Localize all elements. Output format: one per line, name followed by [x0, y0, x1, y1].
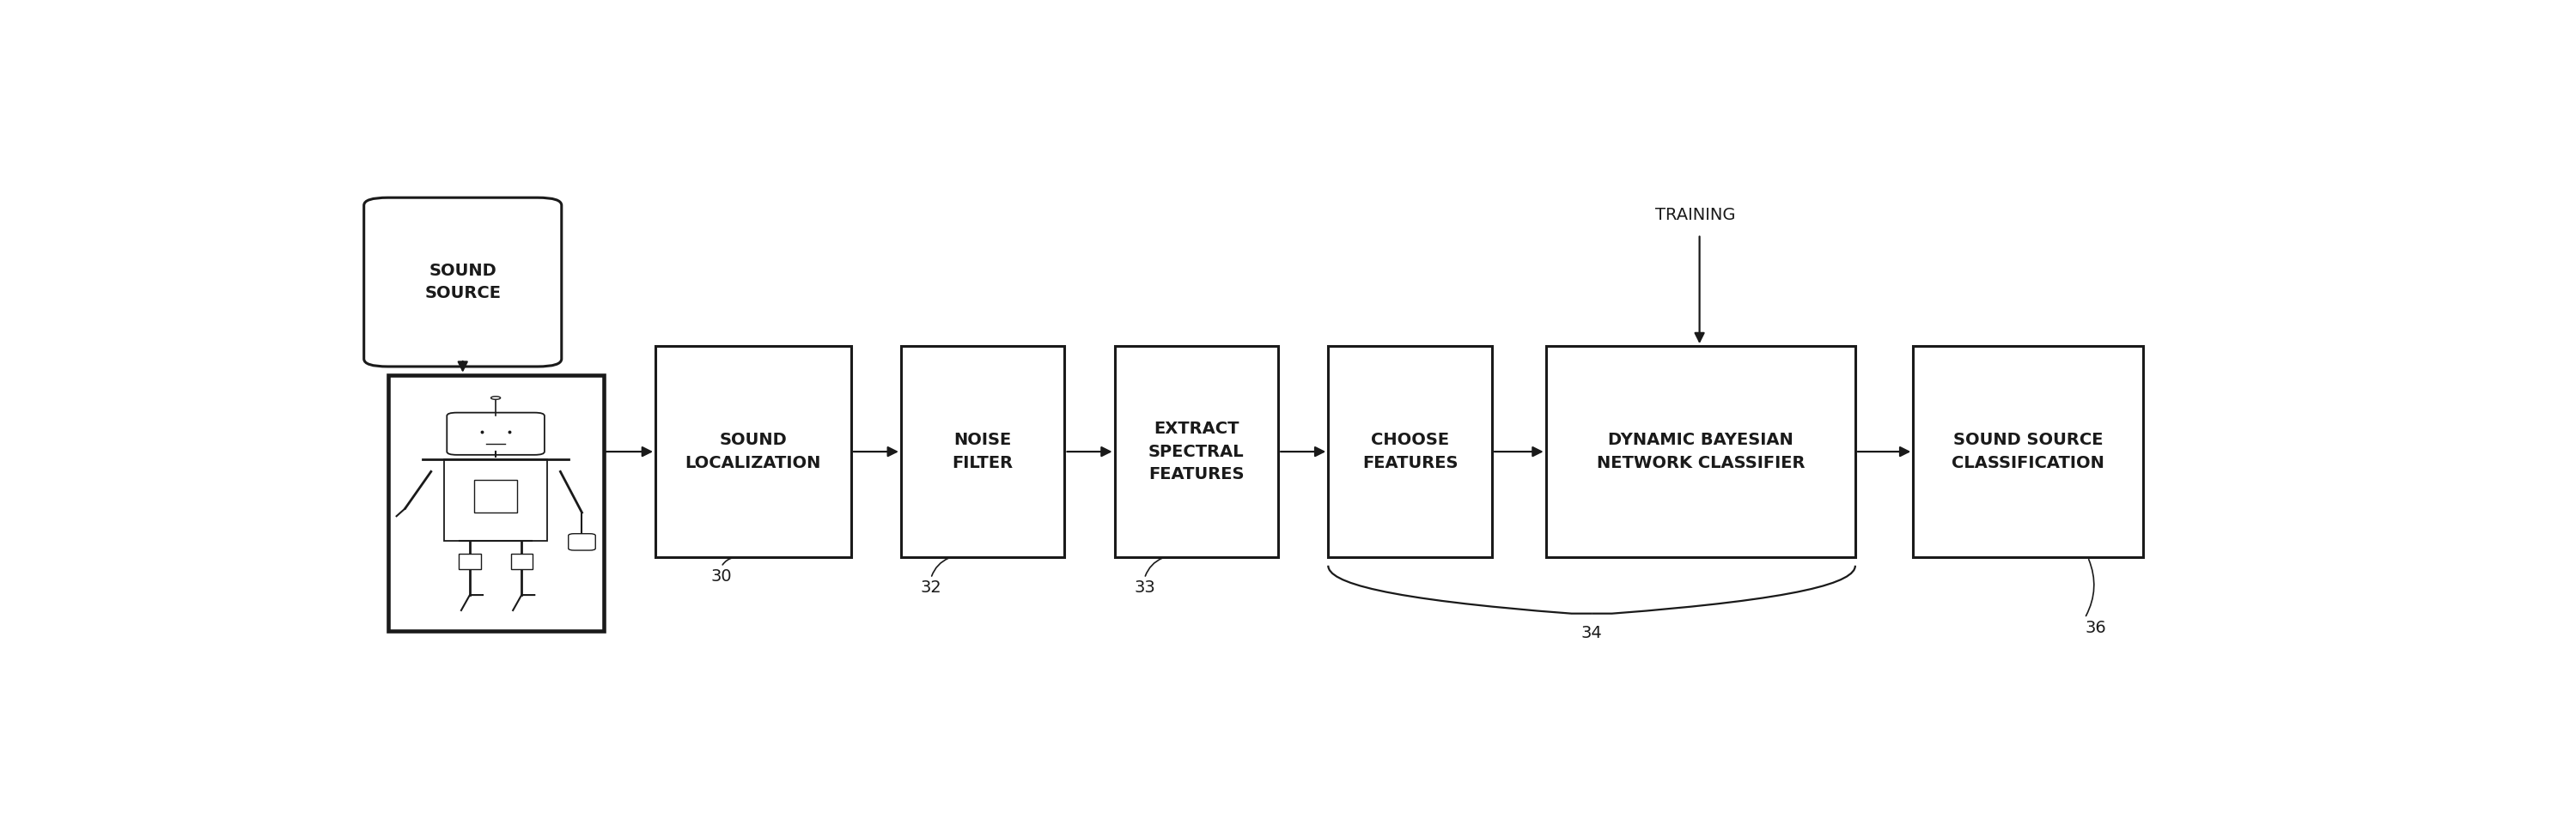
Text: 33: 33 — [1133, 580, 1154, 596]
Text: TRAINING: TRAINING — [1656, 207, 1736, 223]
FancyBboxPatch shape — [446, 413, 544, 455]
Bar — [1329, 346, 1492, 558]
Bar — [902, 346, 1064, 558]
Text: NOISE
FILTER: NOISE FILTER — [953, 432, 1012, 471]
Text: CHOOSE
FEATURES: CHOOSE FEATURES — [1363, 432, 1458, 471]
Bar — [389, 375, 603, 631]
Bar — [654, 346, 850, 558]
Text: DYNAMIC BAYESIAN
NETWORK CLASSIFIER: DYNAMIC BAYESIAN NETWORK CLASSIFIER — [1597, 432, 1806, 471]
FancyBboxPatch shape — [569, 534, 595, 550]
Bar — [510, 554, 533, 569]
Text: 32: 32 — [920, 580, 943, 596]
Bar — [474, 479, 518, 513]
Text: SOUND SOURCE
CLASSIFICATION: SOUND SOURCE CLASSIFICATION — [1953, 432, 2105, 471]
Text: SOUND
LOCALIZATION: SOUND LOCALIZATION — [685, 432, 822, 471]
Text: 30: 30 — [711, 568, 732, 584]
FancyBboxPatch shape — [363, 198, 562, 366]
Bar — [1546, 346, 1855, 558]
Bar — [443, 460, 549, 541]
Text: 36: 36 — [2084, 619, 2107, 636]
Bar — [1115, 346, 1278, 558]
Bar — [459, 554, 482, 569]
Text: EXTRACT
SPECTRAL
FEATURES: EXTRACT SPECTRAL FEATURES — [1149, 420, 1244, 483]
Text: 34: 34 — [1582, 625, 1602, 641]
Bar — [1914, 346, 2143, 558]
Text: SOUND
SOURCE: SOUND SOURCE — [425, 263, 500, 302]
